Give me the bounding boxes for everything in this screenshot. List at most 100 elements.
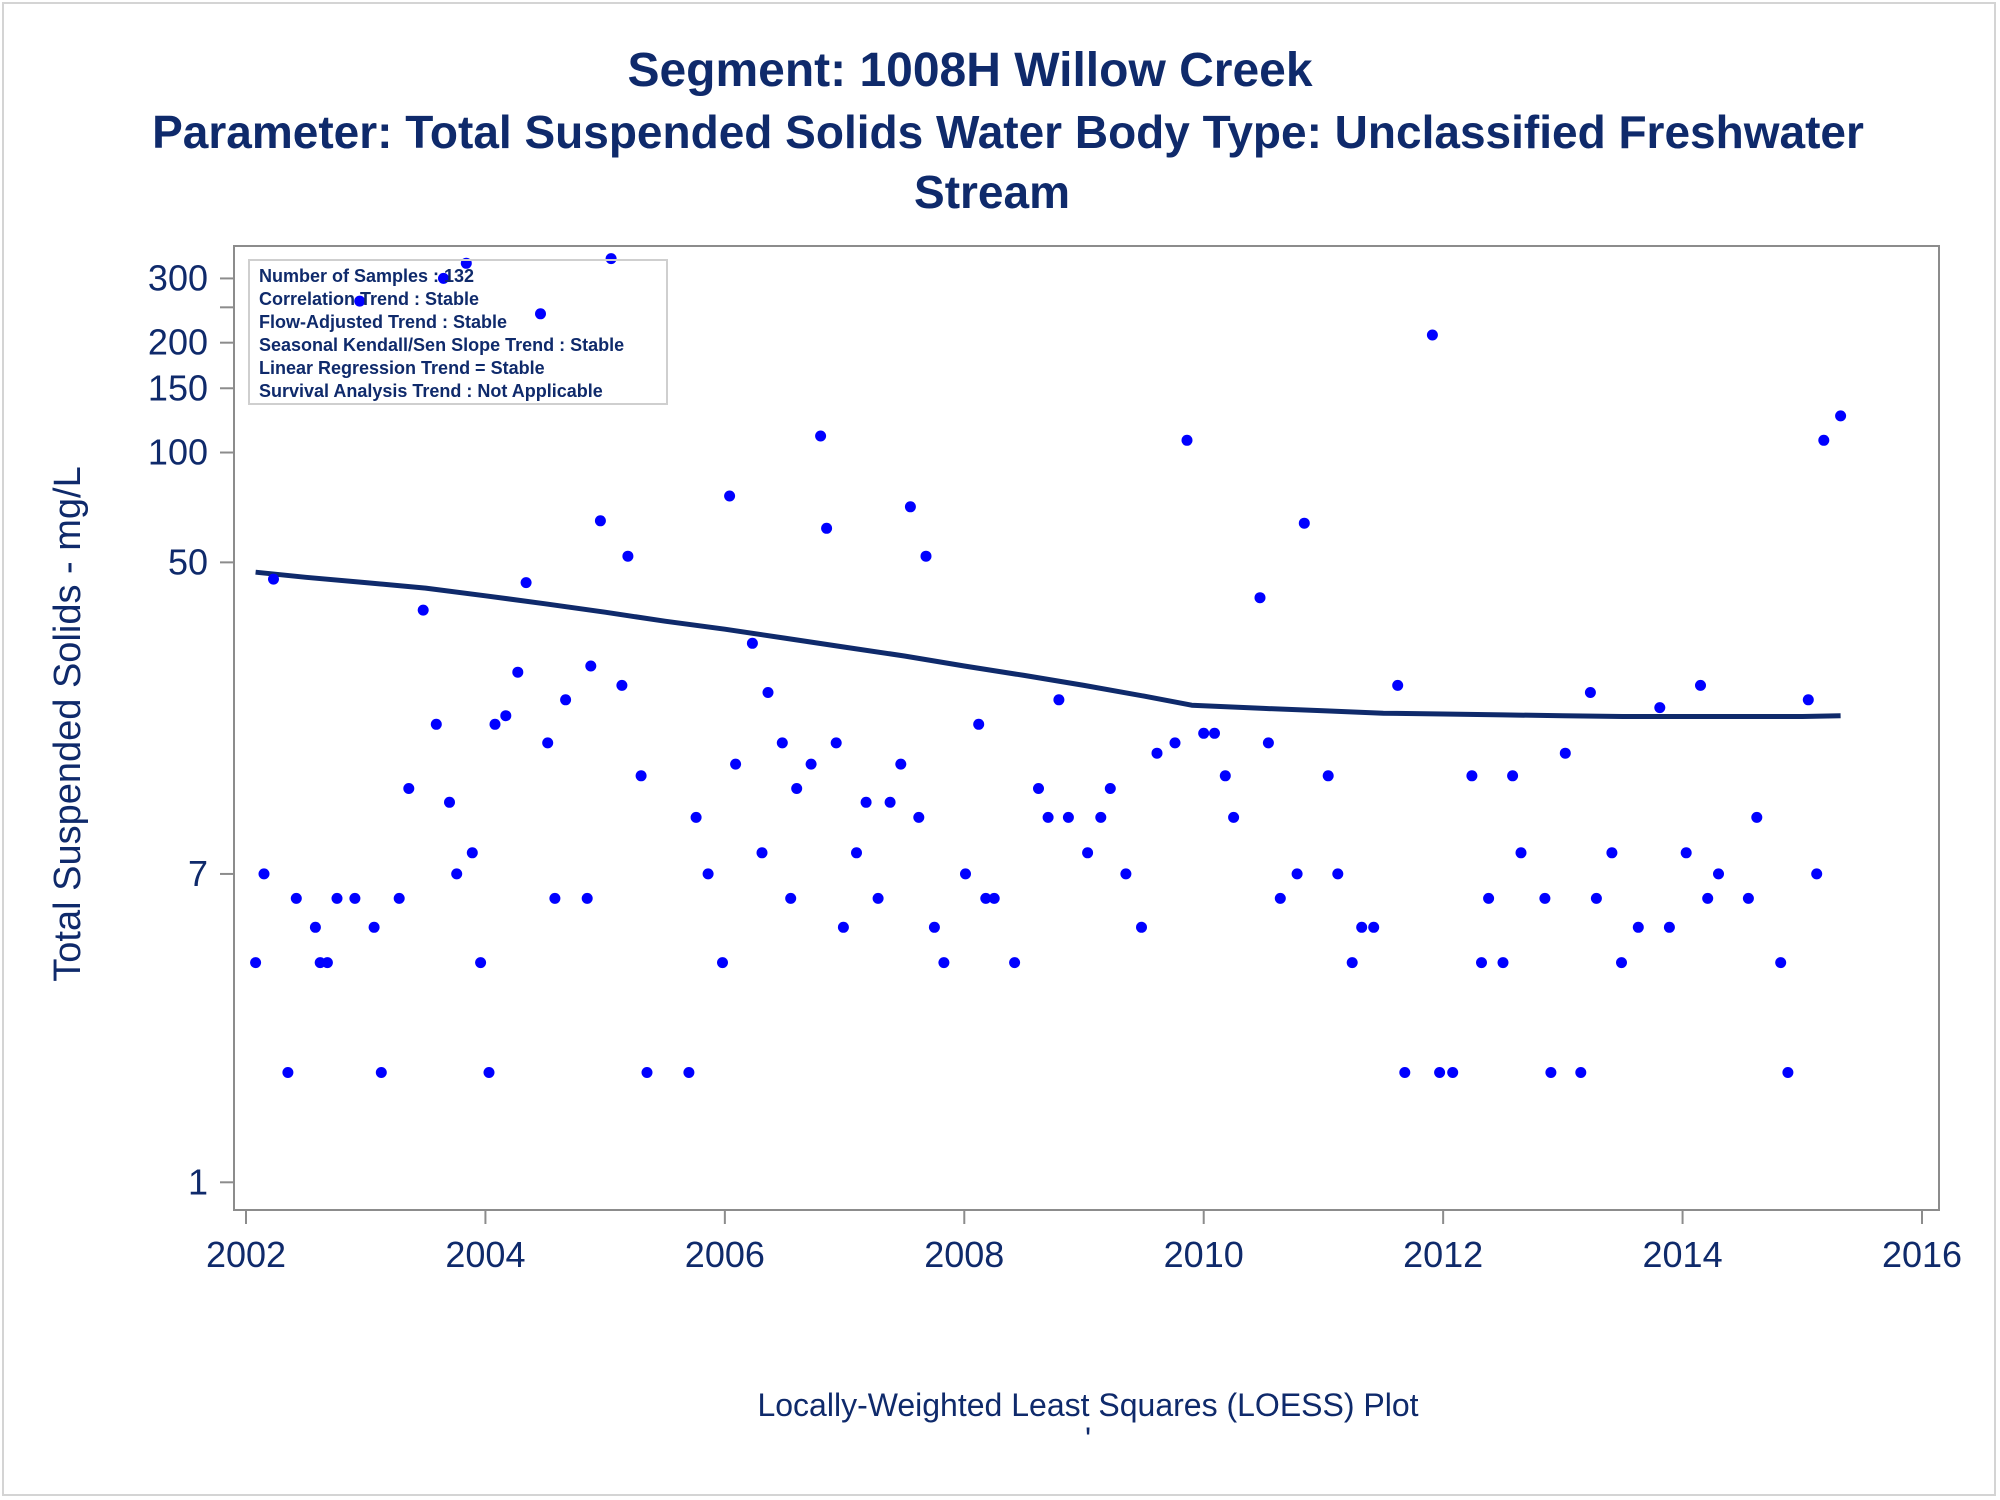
data-point-43 bbox=[702, 868, 714, 880]
data-point-4 bbox=[282, 1067, 294, 1078]
chart-svg: Segment: 1008H Willow Creek Parameter: T… bbox=[47, 44, 1962, 1457]
data-point-29 bbox=[535, 308, 546, 320]
data-point-20 bbox=[451, 868, 463, 880]
data-point-1 bbox=[250, 957, 262, 969]
data-point-101 bbox=[1426, 329, 1438, 341]
data-point-88 bbox=[1228, 811, 1240, 823]
chart-title-line2: Parameter: Total Suspended Solids Water … bbox=[152, 106, 1864, 158]
x-tick-label-2002: 2002 bbox=[206, 1234, 286, 1275]
data-point-45 bbox=[724, 490, 736, 502]
data-point-12 bbox=[368, 921, 380, 933]
data-point-60 bbox=[872, 892, 884, 904]
data-point-103 bbox=[1447, 1067, 1459, 1078]
data-point-65 bbox=[920, 550, 932, 562]
data-point-36 bbox=[605, 253, 617, 265]
data-point-87 bbox=[1219, 770, 1231, 782]
x-tick-label-2004: 2004 bbox=[445, 1234, 525, 1275]
data-point-131 bbox=[1818, 434, 1830, 446]
data-point-69 bbox=[973, 718, 985, 730]
x-tick-label-2008: 2008 bbox=[924, 1234, 1004, 1275]
info-box-line-2: Correlation Trend : Stable bbox=[259, 289, 479, 309]
data-point-63 bbox=[904, 501, 916, 513]
info-box-line-3: Flow-Adjusted Trend : Stable bbox=[259, 312, 507, 332]
data-point-32 bbox=[560, 694, 572, 706]
data-point-113 bbox=[1575, 1067, 1587, 1078]
y-tick-label-1: 1 bbox=[188, 1161, 208, 1202]
data-point-74 bbox=[1042, 811, 1054, 823]
data-point-79 bbox=[1104, 783, 1116, 794]
data-point-111 bbox=[1545, 1067, 1557, 1078]
data-point-31 bbox=[549, 892, 561, 904]
data-point-119 bbox=[1654, 702, 1666, 714]
data-point-73 bbox=[1033, 783, 1044, 794]
x-tick-label-2016: 2016 bbox=[1882, 1234, 1962, 1275]
data-point-14 bbox=[393, 892, 405, 904]
data-point-106 bbox=[1483, 892, 1495, 904]
data-point-56 bbox=[830, 737, 842, 749]
data-point-59 bbox=[860, 796, 872, 808]
info-box-line-1: Number of Samples : 132 bbox=[259, 266, 474, 286]
data-point-80 bbox=[1120, 868, 1132, 880]
data-point-58 bbox=[851, 847, 862, 859]
data-point-35 bbox=[594, 515, 606, 527]
data-point-44 bbox=[717, 957, 728, 969]
data-point-48 bbox=[756, 847, 768, 859]
data-point-30 bbox=[542, 737, 554, 749]
data-point-72 bbox=[1009, 957, 1021, 969]
data-point-67 bbox=[938, 957, 950, 969]
data-point-33 bbox=[581, 892, 593, 904]
footnote-mark: ' bbox=[1085, 1421, 1091, 1457]
data-point-25 bbox=[489, 718, 501, 730]
data-point-124 bbox=[1713, 868, 1724, 880]
loess-line bbox=[255, 569, 1841, 719]
data-point-112 bbox=[1559, 747, 1571, 759]
data-point-47 bbox=[746, 637, 758, 649]
data-point-117 bbox=[1616, 957, 1627, 969]
data-point-52 bbox=[791, 783, 803, 794]
data-point-38 bbox=[622, 550, 634, 562]
data-point-57 bbox=[837, 921, 849, 933]
data-point-66 bbox=[928, 921, 940, 933]
data-point-77 bbox=[1082, 847, 1094, 859]
data-point-22 bbox=[466, 847, 478, 859]
data-point-23 bbox=[475, 957, 487, 969]
data-point-24 bbox=[483, 1067, 495, 1078]
data-point-94 bbox=[1322, 770, 1334, 782]
data-point-89 bbox=[1254, 592, 1266, 604]
data-point-122 bbox=[1695, 679, 1706, 691]
data-point-16 bbox=[417, 604, 429, 616]
data-point-98 bbox=[1368, 921, 1380, 933]
data-point-108 bbox=[1507, 770, 1519, 782]
data-point-109 bbox=[1515, 847, 1527, 859]
x-tick-label-2010: 2010 bbox=[1164, 1234, 1244, 1275]
data-point-95 bbox=[1332, 868, 1344, 880]
data-point-81 bbox=[1136, 921, 1147, 933]
data-point-123 bbox=[1702, 892, 1714, 904]
data-point-37 bbox=[616, 679, 628, 691]
data-point-26 bbox=[500, 710, 512, 722]
data-point-83 bbox=[1169, 737, 1181, 749]
data-point-62 bbox=[895, 758, 907, 770]
info-box-line-6: Survival Analysis Trend : Not Applicable bbox=[259, 381, 603, 401]
data-point-107 bbox=[1497, 957, 1509, 969]
data-point-75 bbox=[1053, 694, 1065, 706]
data-point-9 bbox=[331, 892, 343, 904]
footnote: Locally-Weighted Least Squares (LOESS) P… bbox=[757, 1387, 1418, 1423]
data-point-55 bbox=[821, 522, 833, 534]
data-point-39 bbox=[635, 770, 647, 782]
x-tick-label-2014: 2014 bbox=[1643, 1234, 1723, 1275]
data-point-100 bbox=[1399, 1067, 1411, 1078]
data-point-40 bbox=[641, 1067, 653, 1078]
data-point-19 bbox=[444, 796, 455, 808]
data-point-41 bbox=[683, 1067, 695, 1078]
data-point-121 bbox=[1680, 847, 1692, 859]
data-point-76 bbox=[1062, 811, 1074, 823]
plot-frame bbox=[233, 245, 1940, 1211]
data-point-96 bbox=[1346, 957, 1358, 969]
data-point-50 bbox=[776, 737, 788, 749]
y-tick-label-100: 100 bbox=[148, 432, 208, 473]
y-tick-label-200: 200 bbox=[148, 322, 208, 363]
data-point-116 bbox=[1606, 847, 1618, 859]
data-point-8 bbox=[321, 957, 333, 969]
